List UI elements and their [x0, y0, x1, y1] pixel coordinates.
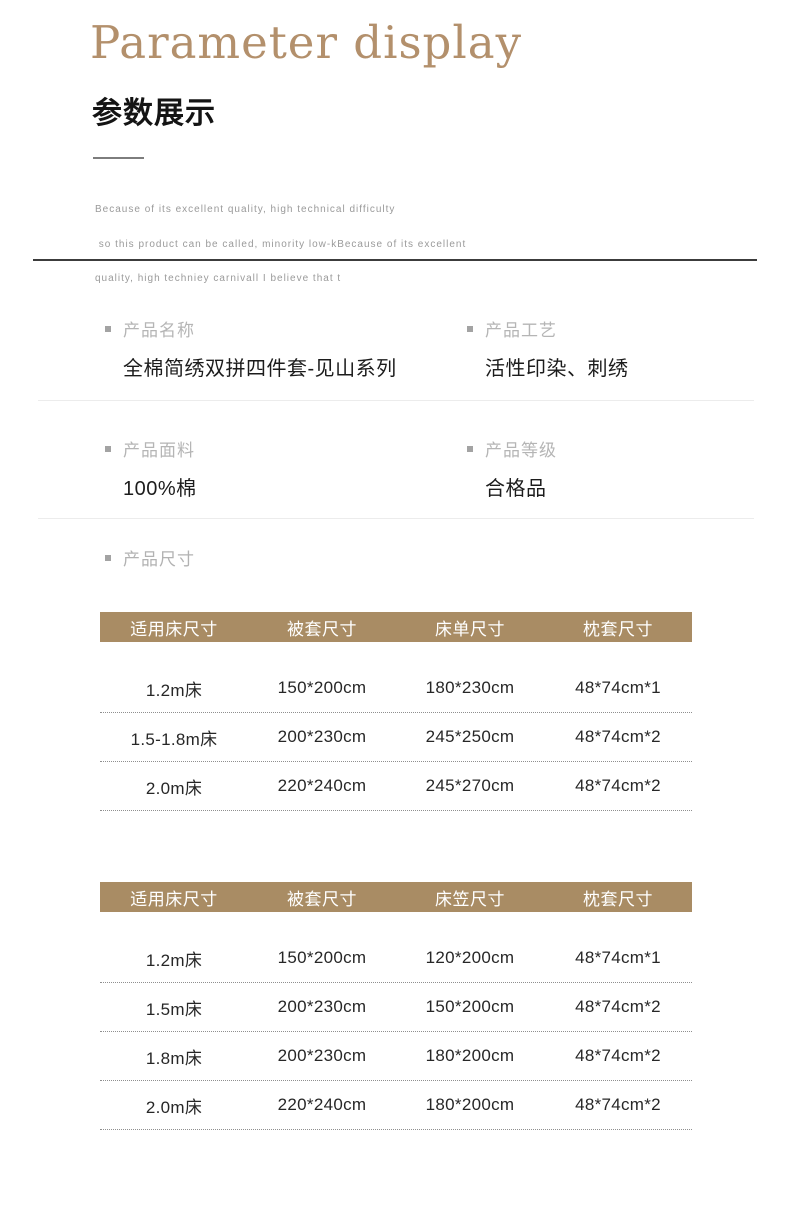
table-row: 1.5-1.8m床 200*230cm 245*250cm 48*74cm*2	[100, 713, 692, 762]
info-value: 活性印染、刺绣	[485, 358, 629, 380]
table-cell: 245*270cm	[425, 776, 515, 795]
row-divider	[38, 518, 754, 519]
table-header-cell: 枕套尺寸	[583, 619, 653, 639]
bullet-square-icon	[467, 445, 473, 452]
table-row: 1.8m床 200*230cm 180*200cm 48*74cm*2	[100, 1032, 692, 1081]
table-cell: 150*200cm	[277, 948, 367, 967]
table-header-cell: 被套尺寸	[287, 889, 357, 909]
page-title-english: Parameter display	[90, 16, 522, 69]
table-cell: 150*200cm	[425, 997, 515, 1016]
info-item-product-craft: 产品工艺 活性印染、刺绣	[467, 316, 629, 381]
info-label: 产品名称	[123, 321, 195, 340]
table-cell: 48*74cm*2	[575, 1095, 661, 1114]
info-item-product-fabric: 产品面料 100%棉	[105, 436, 197, 501]
table-cell: 48*74cm*2	[575, 1046, 661, 1065]
table-cell: 2.0m床	[145, 1097, 203, 1117]
table-header-cell: 被套尺寸	[287, 619, 357, 639]
size-table-body: 1.2m床 150*200cm 180*230cm 48*74cm*1 1.5-1.8m…	[100, 664, 692, 811]
table-cell: 2.0m床	[145, 778, 203, 798]
description-text: Because of its excellent quality, high t…	[95, 181, 466, 308]
info-label: 产品等级	[485, 441, 557, 460]
table-row: 2.0m床 220*240cm 180*200cm 48*74cm*2	[100, 1081, 692, 1130]
table-cell: 1.2m床	[145, 680, 203, 700]
info-label: 产品面料	[123, 441, 195, 460]
info-label: 产品尺寸	[123, 550, 195, 569]
bullet-square-icon	[105, 554, 111, 561]
table-header-cell: 适用床尺寸	[130, 889, 218, 909]
table-header-cell: 适用床尺寸	[130, 619, 218, 639]
description-line: so this product can be called, minority …	[95, 238, 467, 250]
info-value: 100%棉	[123, 478, 197, 500]
table-cell: 180*200cm	[425, 1046, 515, 1065]
table-cell: 120*200cm	[425, 948, 515, 967]
bullet-square-icon	[105, 325, 111, 332]
info-label: 产品工艺	[485, 321, 557, 340]
table-cell: 245*250cm	[425, 727, 515, 746]
info-item-product-name: 产品名称 全棉简绣双拼四件套-见山系列	[105, 316, 397, 381]
table-cell: 180*230cm	[425, 678, 515, 697]
table-cell: 48*74cm*2	[575, 727, 661, 746]
row-divider	[38, 400, 754, 401]
table-cell: 48*74cm*2	[575, 997, 661, 1016]
table-header-cell: 枕套尺寸	[583, 889, 653, 909]
info-item-product-grade: 产品等级 合格品	[467, 436, 557, 501]
bullet-square-icon	[105, 445, 111, 452]
size-table-flat-sheet: 适用床尺寸 被套尺寸 床单尺寸 枕套尺寸 1.2m床 150*200cm 180*230c…	[100, 612, 692, 811]
table-row: 2.0m床 220*240cm 245*270cm 48*74cm*2	[100, 762, 692, 811]
size-table-fitted-sheet: 适用床尺寸 被套尺寸 床笠尺寸 枕套尺寸 1.2m床 150*200cm 120*200c…	[100, 882, 692, 1130]
bullet-square-icon	[467, 325, 473, 332]
table-cell: 180*200cm	[425, 1095, 515, 1114]
description-line: Because of its excellent quality, high t…	[95, 204, 396, 215]
size-table-header-row: 适用床尺寸 被套尺寸 床笠尺寸 枕套尺寸	[100, 882, 692, 912]
table-cell: 48*74cm*2	[575, 776, 661, 795]
table-cell: 200*230cm	[277, 997, 367, 1016]
info-value: 全棉简绣双拼四件套-见山系列	[123, 358, 397, 380]
table-cell: 200*230cm	[277, 727, 367, 746]
table-cell: 1.8m床	[145, 1048, 203, 1068]
table-cell: 220*240cm	[277, 1095, 367, 1114]
table-cell: 200*230cm	[277, 1046, 367, 1065]
table-cell: 150*200cm	[277, 678, 367, 697]
table-cell: 48*74cm*1	[575, 678, 661, 697]
table-row: 1.2m床 150*200cm 120*200cm 48*74cm*1	[100, 934, 692, 983]
table-cell: 220*240cm	[277, 776, 367, 795]
table-header-cell: 床单尺寸	[435, 619, 505, 639]
size-table-header-row: 适用床尺寸 被套尺寸 床单尺寸 枕套尺寸	[100, 612, 692, 642]
size-section-title: 产品尺寸	[105, 545, 195, 570]
description-line: quality, high techniey carnivall I belie…	[95, 273, 342, 284]
info-value: 合格品	[485, 478, 547, 500]
section-divider	[33, 259, 757, 261]
table-row: 1.2m床 150*200cm 180*230cm 48*74cm*1	[100, 664, 692, 713]
table-row: 1.5m床 200*230cm 150*200cm 48*74cm*2	[100, 983, 692, 1032]
table-header-cell: 床笠尺寸	[435, 889, 505, 909]
table-cell: 1.5-1.8m床	[130, 729, 218, 749]
size-table-body: 1.2m床 150*200cm 120*200cm 48*74cm*1 1.5m床 200…	[100, 934, 692, 1130]
table-cell: 1.2m床	[145, 950, 203, 970]
table-cell: 48*74cm*1	[575, 948, 661, 967]
table-cell: 1.5m床	[145, 999, 203, 1019]
page-title-chinese: 参数展示	[92, 97, 216, 130]
title-underline-rule	[93, 157, 144, 159]
